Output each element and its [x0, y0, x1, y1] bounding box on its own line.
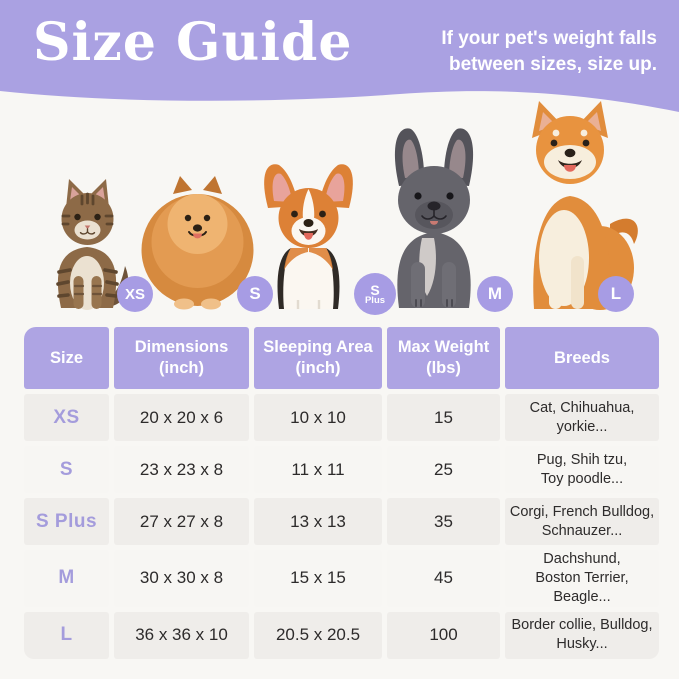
size-badge-l: L [598, 276, 634, 312]
page-title: Size Guide [33, 12, 353, 73]
corgi-illustration [264, 164, 353, 309]
sleeping-area-cell: 10 x 10 [254, 394, 382, 441]
sleeping-area-cell: 13 x 13 [254, 498, 382, 545]
size-cell: M [24, 550, 109, 607]
breeds-cell: Cat, Chihuahua, yorkie... [505, 394, 659, 441]
max-weight-cell: 25 [387, 446, 500, 493]
table-header-row: Size Dimensions (inch) Sleeping Area (inch… [24, 327, 659, 389]
breeds-cell: Pug, Shih tzu, Toy poodle... [505, 446, 659, 493]
table-row-s: S 23 x 23 x 8 11 x 11 25 Pug, Shih tzu, … [24, 446, 659, 493]
size-badge-s: S [237, 276, 273, 312]
pomeranian-illustration [141, 176, 254, 310]
sleeping-area-cell: 11 x 11 [254, 446, 382, 493]
shiba-inu-illustration [532, 101, 638, 310]
sizing-note: If your pet's weight falls between sizes… [441, 28, 657, 76]
dimensions-cell: 36 x 36 x 10 [114, 611, 249, 659]
breeds-cell: Corgi, French Bulldog, Schnauzer... [505, 498, 659, 545]
size-badge-s-plus-sub: Plus [364, 294, 386, 306]
table-row-m: M 30 x 30 x 8 15 x 15 45 Dachshund, Bost… [24, 550, 659, 607]
dimensions-cell: 30 x 30 x 8 [114, 550, 249, 607]
table-row-s-plus: S Plus 27 x 27 x 8 13 x 13 35 Corgi, Fre… [24, 498, 659, 545]
pet-tabby-cat [40, 170, 135, 315]
breeds-cell: Border collie, Bulldog, Husky... [505, 611, 659, 659]
size-cell: S [24, 446, 109, 493]
table-row-xs: XS 20 x 20 x 6 10 x 10 15 Cat, Chihuahua… [24, 394, 659, 441]
max-weight-cell: 100 [387, 611, 500, 659]
pet-corgi [246, 156, 371, 316]
size-badge-s-plus-main: S [370, 281, 380, 298]
max-weight-cell: 45 [387, 550, 500, 607]
size-guide-table: Size Dimensions (inch) Sleeping Area (inch… [19, 322, 664, 664]
max-weight-cell: 35 [387, 498, 500, 545]
size-badge-m: M [477, 276, 513, 312]
dimensions-cell: 27 x 27 x 8 [114, 498, 249, 545]
tabby-cat-illustration [56, 179, 129, 310]
max-weight-cell: 15 [387, 394, 500, 441]
pet-pomeranian [140, 168, 255, 315]
size-cell: XS [24, 394, 109, 441]
header-size: Size [24, 327, 109, 389]
sleeping-area-cell: 20.5 x 20.5 [254, 611, 382, 659]
size-badge-xs: XS [117, 276, 153, 312]
header-dimensions: Dimensions (inch) [114, 327, 249, 389]
size-badge-s-plus: S Plus [354, 273, 396, 315]
dimensions-cell: 20 x 20 x 6 [114, 394, 249, 441]
dimensions-cell: 23 x 23 x 8 [114, 446, 249, 493]
pet-shiba-inu [498, 96, 643, 316]
size-cell: S Plus [24, 498, 109, 545]
breeds-cell: Dachshund, Boston Terrier, Beagle... [505, 550, 659, 607]
header-breeds: Breeds [505, 327, 659, 389]
header-sleeping-area: Sleeping Area (inch) [254, 327, 382, 389]
size-cell: L [24, 611, 109, 659]
header-max-weight: Max Weight (lbs) [387, 327, 500, 389]
table-row-l: L 36 x 36 x 10 20.5 x 20.5 100 Border co… [24, 611, 659, 659]
sleeping-area-cell: 15 x 15 [254, 550, 382, 607]
pet-french-bulldog [378, 120, 490, 315]
french-bulldog-illustration [394, 128, 474, 308]
hero-wave-background [0, 0, 679, 112]
